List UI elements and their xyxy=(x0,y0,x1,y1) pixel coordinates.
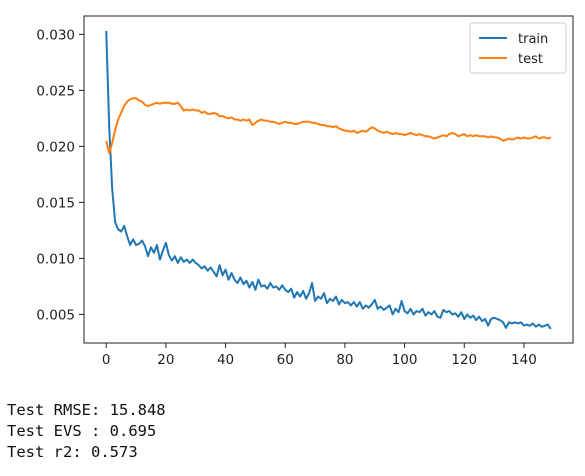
loss-chart: 0 20 40 60 80 100 120 140 0.005 0.010 0.015 0.020 0.… xyxy=(36,15,574,368)
y-tick-label: 0.025 xyxy=(36,83,75,99)
y-tick-label: 0.020 xyxy=(36,139,75,155)
y-tick-label: 0.010 xyxy=(36,251,75,267)
x-tick-label: 40 xyxy=(217,352,234,368)
console-output: Test RMSE: 15.848 Test EVS : 0.695 Test … xyxy=(7,400,166,463)
x-tick-label: 140 xyxy=(511,352,537,368)
legend: train test xyxy=(469,22,567,74)
legend-label-test: test xyxy=(518,52,543,67)
r2-output-line: Test r2: 0.573 xyxy=(7,443,138,461)
ticks-layer: 0 20 40 60 80 100 120 140 0.005 0.010 0.015 0.020 0.… xyxy=(36,27,536,368)
plot-frame xyxy=(83,15,574,344)
y-tick-label: 0.005 xyxy=(36,307,75,323)
legend-label-train: train xyxy=(518,32,548,47)
rmse-output-line: Test RMSE: 15.848 xyxy=(7,401,166,419)
x-tick-label: 100 xyxy=(392,352,418,368)
series-layer xyxy=(105,30,552,330)
x-tick-label: 60 xyxy=(277,352,294,368)
x-tick-label: 0 xyxy=(102,352,111,368)
y-tick-label: 0.015 xyxy=(36,195,75,211)
series-line-train xyxy=(105,30,552,330)
axes-layer xyxy=(83,15,574,344)
y-tick-label: 0.030 xyxy=(36,27,75,43)
x-tick-label: 80 xyxy=(336,352,353,368)
evs-output-line: Test EVS : 0.695 xyxy=(7,422,157,440)
legend-box xyxy=(469,22,567,74)
x-tick-label: 20 xyxy=(157,352,174,368)
series-line-test xyxy=(105,97,552,155)
x-tick-label: 120 xyxy=(451,352,477,368)
